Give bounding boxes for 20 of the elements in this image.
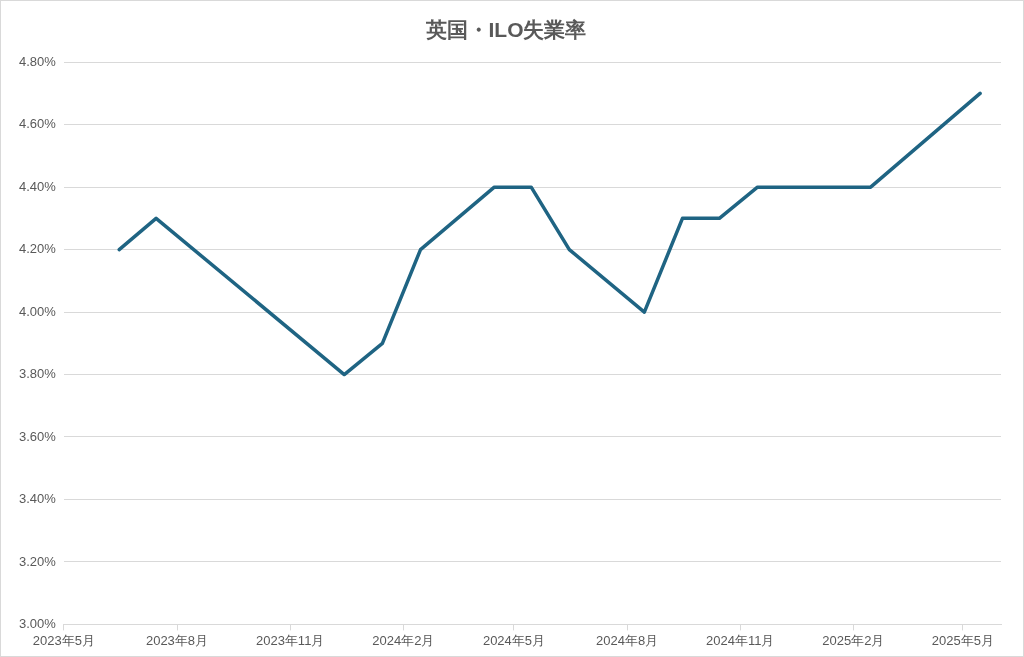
y-tick-label: 4.80% xyxy=(18,53,57,69)
y-tick-label: 3.40% xyxy=(18,491,57,507)
x-tick-label: 2024年2月 xyxy=(372,632,435,648)
y-tick-label: 3.20% xyxy=(18,553,57,569)
y-tick-label: 4.40% xyxy=(18,178,57,194)
y-tick-label: 3.60% xyxy=(18,428,57,444)
x-tick-label: 2024年8月 xyxy=(596,632,659,648)
y-tick-label: 4.60% xyxy=(18,116,57,132)
x-tick-label: 2024年11月 xyxy=(706,632,775,648)
x-tick-label: 2024年5月 xyxy=(482,632,546,648)
y-tick-label: 3.80% xyxy=(18,366,57,382)
y-tick-label: 4.00% xyxy=(18,303,57,319)
x-tick-label: 2025年5月 xyxy=(931,632,994,648)
x-tick-label: 2023年11月 xyxy=(255,632,325,648)
chart-title: 英国・ILO失業率 xyxy=(424,18,587,42)
y-tick-label: 4.20% xyxy=(18,241,57,257)
x-tick-label: 2023年8月 xyxy=(145,632,209,648)
y-tick-label: 3.00% xyxy=(18,615,57,631)
x-tick-label: 2025年2月 xyxy=(822,632,885,648)
x-tick-label: 2023年5月 xyxy=(32,632,95,648)
